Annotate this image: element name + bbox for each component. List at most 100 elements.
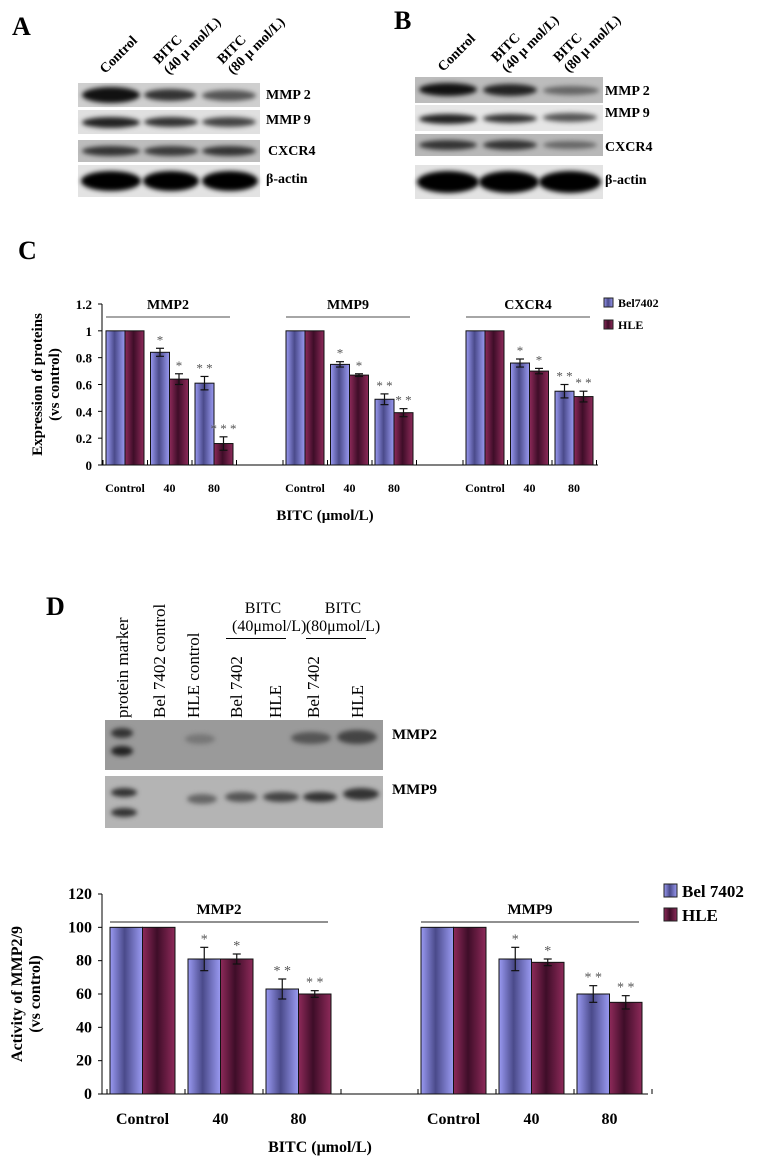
significance-marker: * *: [306, 976, 324, 991]
legend-label: Bel7402: [618, 296, 659, 310]
y-tick-label: 0.4: [76, 404, 93, 419]
legend-label: HLE: [682, 906, 718, 925]
zymo-row-mmp9: [105, 776, 383, 828]
x-tick-label: 80: [291, 1111, 307, 1128]
y-tick-label: 120: [68, 886, 92, 903]
x-tick-label: 80: [388, 481, 400, 495]
blot-row-cxcr4: [78, 140, 260, 162]
bar-bel7402: [420, 926, 454, 1095]
panel-c-chart: 0 0.2 0.4 0.6 0.8 1 1.2 Expression of proteins(…: [30, 296, 659, 524]
group-label-80: BITC (80μmol/L): [305, 600, 381, 635]
panel-a-letter: A: [12, 12, 31, 41]
bar-hle: [220, 958, 254, 1095]
bar-bel7402: [554, 390, 575, 466]
x-tick-label: 40: [524, 481, 536, 495]
blot-label-mmp2: MMP 2: [605, 84, 650, 99]
lane-label-hle-40: HLE: [266, 684, 285, 718]
svg-text:Activity of MMP2/9: Activity of MMP2/9: [9, 926, 26, 1062]
panel-c-letter: C: [18, 236, 37, 265]
legend-swatch: [663, 883, 678, 898]
legend-swatch: [603, 319, 614, 330]
y-axis-label: Expression of proteins (vs control): [30, 313, 63, 456]
bar-hle: [529, 370, 549, 466]
x-tick-label: 80: [208, 481, 220, 495]
significance-marker: *: [233, 939, 240, 954]
significance-marker: *: [337, 346, 344, 361]
lane-label: Control: [435, 31, 479, 75]
bar-bel7402: [105, 330, 126, 466]
bar-hle: [453, 926, 487, 1095]
bar-bel7402: [498, 958, 532, 1095]
bar-bel7402: [265, 988, 299, 1095]
y-tick-label: 60: [76, 986, 92, 1003]
significance-marker: *: [176, 358, 183, 373]
lane-label: BITC (40 μ mol/L): [488, 13, 563, 76]
lane-label-bel7402-40: Bel 7402: [227, 656, 246, 718]
significance-marker: *: [512, 932, 519, 947]
bar-hle: [298, 993, 332, 1095]
legend-swatch: [603, 297, 614, 308]
x-tick-label: Control: [285, 481, 325, 495]
blot-row-mmp2: [78, 83, 260, 107]
y-tick-label: 40: [76, 1019, 92, 1036]
significance-marker: * *: [395, 393, 411, 408]
lane-label: BITC (80 μ mol/L): [214, 15, 289, 78]
panel-d-letter: D: [46, 592, 65, 621]
group-title: MMP9: [327, 298, 369, 313]
group-underline-80: [306, 638, 366, 639]
group-title: CXCR4: [504, 298, 551, 313]
significance-marker: * *: [617, 981, 635, 996]
x-tick-label: 80: [568, 481, 580, 495]
bar-hle: [531, 961, 565, 1095]
x-tick-label: 40: [213, 1111, 229, 1128]
lane-label-protein-marker: protein marker: [113, 617, 132, 718]
y-tick-label: 0: [84, 1086, 92, 1103]
zymo-label-mmp2: MMP2: [392, 727, 437, 743]
x-tick-label: Control: [465, 481, 505, 495]
lane-label: Control: [97, 33, 141, 77]
significance-marker: *: [544, 944, 551, 959]
svg-text:(vs control): (vs control): [47, 348, 63, 421]
x-axis-label: BITC (μmol/L): [268, 1139, 372, 1156]
significance-marker: * *: [575, 375, 591, 390]
blot-label-mmp2: MMP 2: [266, 88, 311, 103]
significance-marker: * *: [376, 378, 392, 393]
blot-row-beta-actin: [78, 165, 260, 197]
bar-bel7402: [374, 398, 395, 466]
bar-hle: [304, 330, 325, 466]
bar-hle: [349, 374, 369, 466]
blot-label-beta-actin: β-actin: [605, 173, 647, 188]
svg-text:(vs control): (vs control): [27, 955, 44, 1032]
significance-marker: *: [201, 932, 208, 947]
significance-marker: * *: [196, 360, 212, 375]
y-tick-label: 100: [68, 919, 92, 936]
y-tick-label: 80: [76, 953, 92, 970]
group-underline-40: [226, 638, 286, 639]
x-tick-label: Control: [105, 481, 145, 495]
svg-text:Expression of proteins: Expression of proteins: [30, 313, 46, 456]
lane-label: BITC (80 μ mol/L): [550, 13, 625, 76]
group-title: MMP2: [147, 298, 189, 313]
zymo-row-mmp2: [105, 720, 383, 770]
legend-label: Bel 7402: [682, 882, 744, 901]
legend-label: HLE: [618, 318, 643, 332]
y-tick-label: 0.8: [76, 351, 93, 366]
y-tick-label: 20: [76, 1053, 92, 1070]
y-tick-label: 0: [86, 458, 93, 473]
bar-hle: [124, 330, 145, 466]
bar-hle: [169, 378, 189, 466]
bar-hle: [609, 1001, 643, 1095]
group-title: MMP2: [197, 902, 242, 918]
significance-marker: *: [536, 352, 543, 367]
significance-marker: *: [517, 343, 524, 358]
legend-swatch: [663, 907, 678, 922]
blot-row-mmp9: [415, 105, 603, 131]
x-axis-label: BITC (μmol/L): [276, 508, 373, 524]
panel-b-letter: B: [394, 6, 412, 35]
panel-d-chart: 0 20 40 60 80 100 120 Activity of MMP2/9 (vs con…: [9, 882, 744, 1156]
lane-label-hle-80: HLE: [348, 684, 367, 718]
bar-hle: [484, 330, 505, 466]
significance-marker: * * *: [211, 421, 237, 436]
significance-marker: *: [356, 358, 363, 373]
x-tick-label: 80: [602, 1111, 618, 1128]
